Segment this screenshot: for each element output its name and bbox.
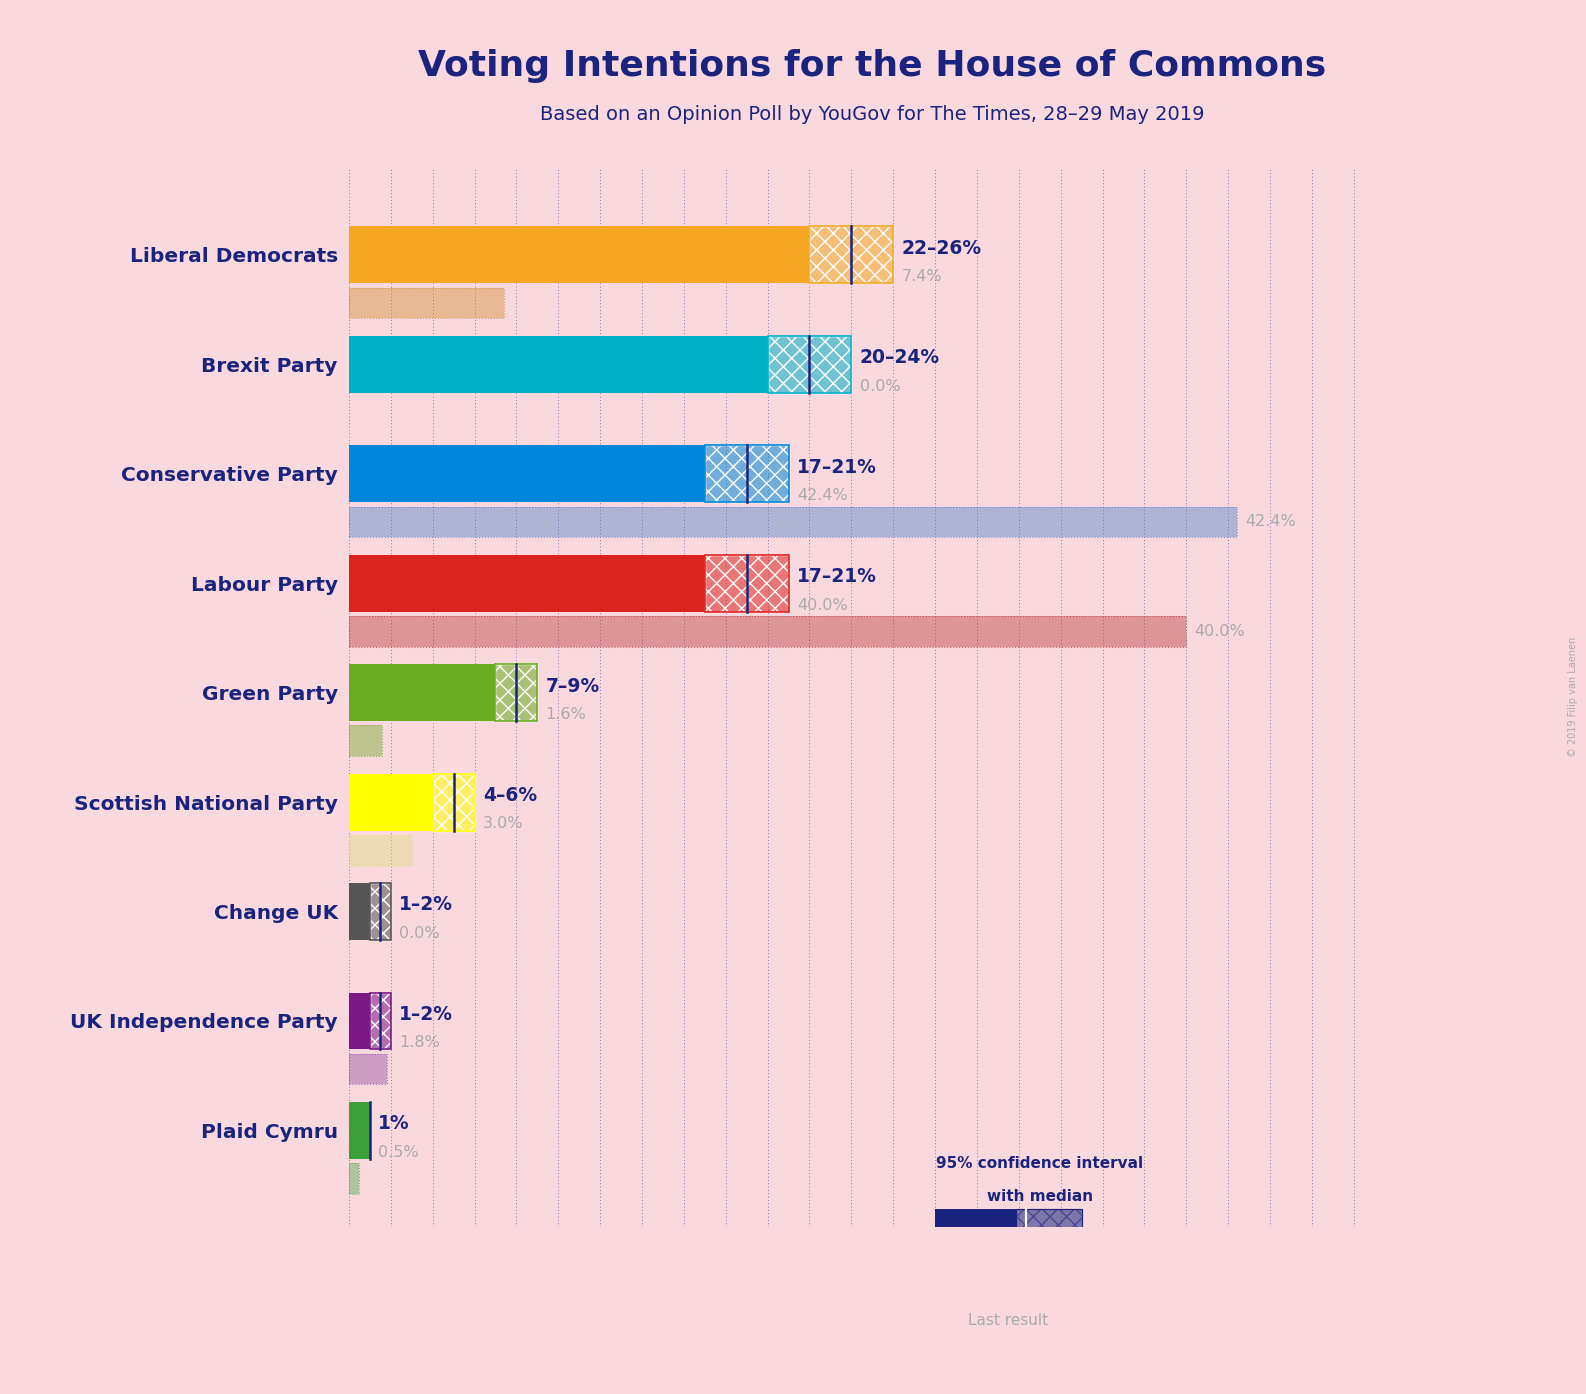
Bar [349,555,704,612]
Bar [433,774,474,831]
Bar [349,336,768,393]
Text: with median: with median [986,1189,1093,1204]
Bar [349,725,382,756]
Text: Based on an Opinion Poll by YouGov for The Times, 28–29 May 2019: Based on an Opinion Poll by YouGov for T… [541,105,1204,124]
Bar [349,882,370,940]
Text: 1.6%: 1.6% [546,707,587,722]
Text: 3.0%: 3.0% [482,817,523,831]
Text: 17–21%: 17–21% [796,457,877,477]
Text: 0.5%: 0.5% [377,1144,419,1160]
Bar [495,664,538,721]
Text: 1.8%: 1.8% [400,1036,439,1050]
Bar [370,882,390,940]
Text: 20–24%: 20–24% [860,348,940,367]
Bar [349,1101,370,1158]
Text: 40.0%: 40.0% [1194,625,1245,638]
Bar [768,336,852,393]
Bar [370,993,390,1050]
Bar [349,445,704,502]
Bar [768,336,852,393]
Text: Voting Intentions for the House of Commons: Voting Intentions for the House of Commo… [419,49,1326,82]
Bar [349,226,809,283]
Bar [349,1163,360,1193]
Text: 0.0%: 0.0% [860,379,901,393]
Bar [809,226,893,283]
Text: 7.4%: 7.4% [901,269,942,284]
Bar [704,555,788,612]
Bar [704,445,788,502]
Bar [349,1054,387,1085]
Bar [349,1054,387,1085]
Bar [349,506,1237,537]
Text: Last result: Last result [969,1313,1048,1328]
Bar [349,287,504,318]
Bar [809,226,893,283]
Text: 7–9%: 7–9% [546,676,600,696]
Text: 17–21%: 17–21% [796,567,877,585]
Bar [495,664,538,721]
Bar [349,835,412,866]
Bar [349,835,412,866]
Text: 1%: 1% [377,1114,409,1133]
Bar [349,616,1186,647]
Bar [349,725,382,756]
Bar [349,993,370,1050]
Text: © 2019 Filip van Laenen: © 2019 Filip van Laenen [1569,637,1578,757]
Text: 22–26%: 22–26% [901,238,982,258]
Bar [349,616,1186,647]
Bar [704,555,788,612]
Text: 42.4%: 42.4% [796,488,847,503]
Bar [349,774,433,831]
Bar [936,1276,1082,1301]
Bar [704,445,788,502]
Bar [349,1163,360,1193]
Text: 42.4%: 42.4% [1245,514,1296,530]
Text: 4–6%: 4–6% [482,786,538,804]
Bar [370,882,390,940]
Bar [809,226,893,283]
Text: 1–2%: 1–2% [400,895,454,914]
Text: 1–2%: 1–2% [400,1005,454,1025]
Text: 40.0%: 40.0% [796,598,847,612]
Bar [704,445,788,502]
Bar [370,993,390,1050]
Bar [936,1276,1082,1301]
Bar [349,506,1237,537]
Bar [768,336,852,393]
Bar [936,1209,1015,1250]
Bar [349,287,504,318]
Text: 95% confidence interval: 95% confidence interval [936,1156,1144,1171]
Bar [433,774,474,831]
Text: 0.0%: 0.0% [400,926,439,941]
Bar [370,882,390,940]
Bar [1015,1209,1082,1250]
Bar [433,774,474,831]
Bar [370,993,390,1050]
Bar [349,664,495,721]
Bar [704,555,788,612]
Bar [495,664,538,721]
Bar [1015,1209,1082,1250]
